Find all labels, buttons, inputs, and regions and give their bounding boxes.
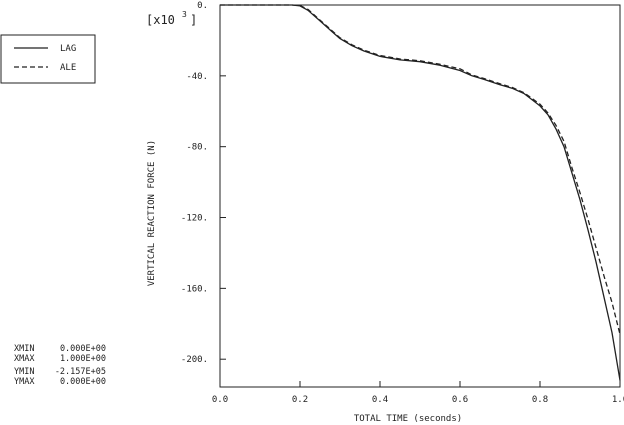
y-scale-label: [x10 3 ] <box>146 10 197 27</box>
y-axis-title: VERTICAL REACTION FORCE (N) <box>147 140 157 286</box>
x-tick-label: 0.6 <box>452 395 468 405</box>
series-line-ale <box>220 4 621 335</box>
stats-block: XMIN 0.000E+00 XMAX 1.000E+00 YMIN -2.157E+05… <box>14 344 106 387</box>
y-tick-label: -160. <box>181 284 208 294</box>
legend-label-lag: LAG <box>60 44 76 54</box>
y-scale-base: [x10 <box>146 13 175 27</box>
x-tick-label: 0.4 <box>372 395 388 405</box>
plot-frame <box>219 4 621 388</box>
legend-box <box>0 34 96 84</box>
x-tick-label: 0.8 <box>532 395 548 405</box>
series-layer <box>220 4 621 381</box>
stat-value: -2.157E+05 <box>55 367 106 377</box>
stat-label: XMIN <box>14 344 34 354</box>
y-tick-label: -80. <box>186 143 208 153</box>
legend: LAG ALE <box>0 34 96 84</box>
legend-label-ale: ALE <box>60 63 76 73</box>
x-tick-label: 0.0 <box>212 395 228 405</box>
x-axis: 0.0 0.2 0.4 0.6 0.8 1.0 <box>212 381 624 405</box>
x-tick-label: 0.2 <box>292 395 308 405</box>
y-scale-close: ] <box>190 13 197 27</box>
y-axis: 0. -40. -80. -120. -160. -200. <box>181 1 226 365</box>
x-tick-label: 1.0 <box>612 395 624 405</box>
stat-value: 1.000E+00 <box>60 354 106 364</box>
stat-label: XMAX <box>14 354 35 364</box>
y-tick-label: 0. <box>197 1 208 11</box>
y-tick-label: -40. <box>186 72 208 82</box>
stat-value: 0.000E+00 <box>60 377 106 387</box>
stat-label: YMIN <box>14 367 34 377</box>
y-scale-exponent: 3 <box>182 10 187 19</box>
y-tick-label: -120. <box>181 214 208 224</box>
stat-label: YMAX <box>14 377 35 387</box>
y-tick-label: -200. <box>181 355 208 365</box>
stat-value: 0.000E+00 <box>60 344 106 354</box>
x-axis-title: TOTAL TIME (seconds) <box>354 414 462 424</box>
